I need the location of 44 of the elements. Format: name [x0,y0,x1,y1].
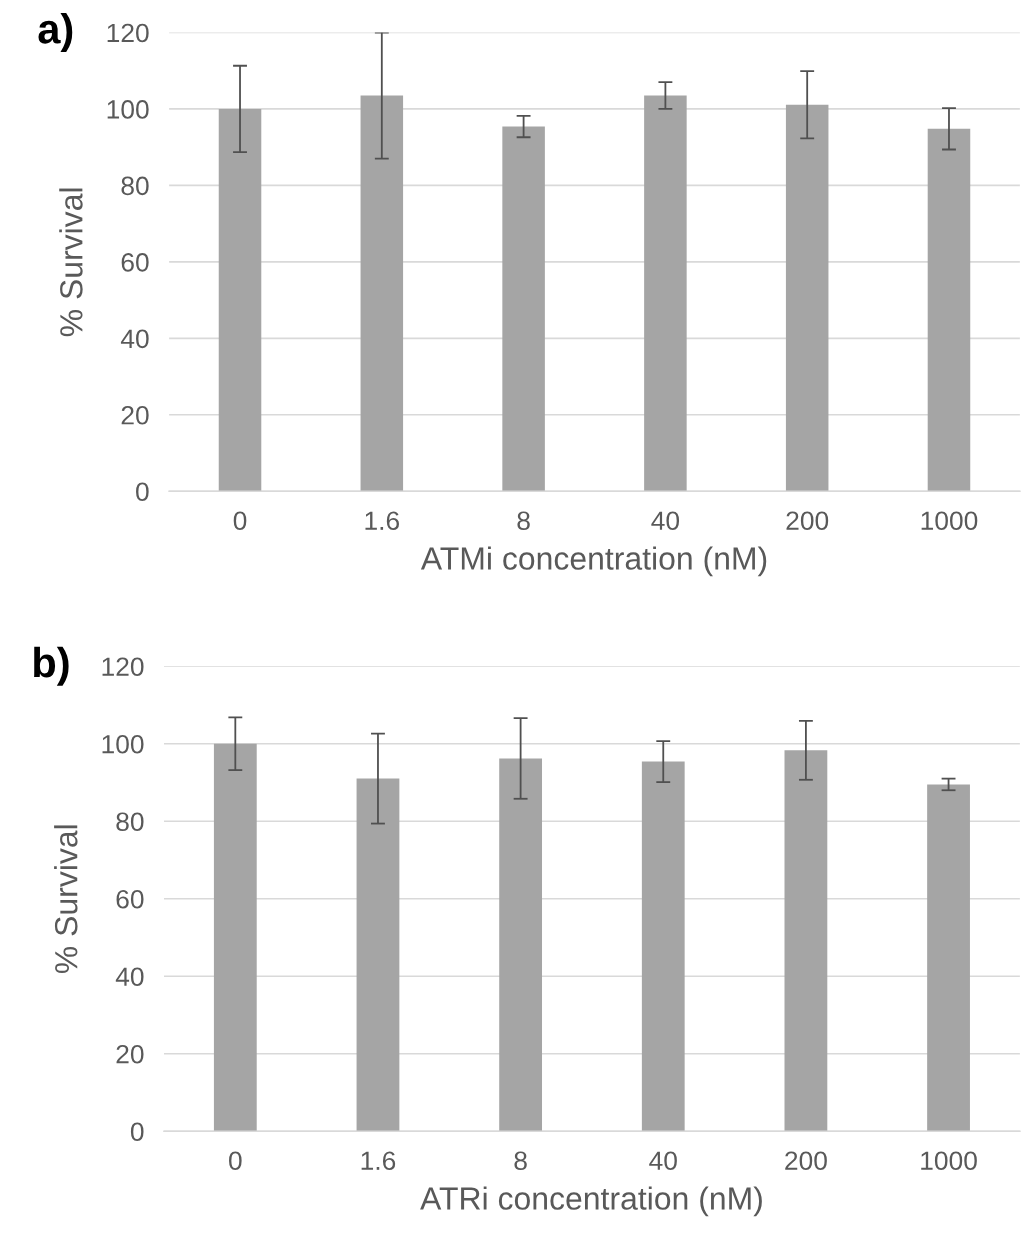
y-tick-label: 20 [116,1044,144,1064]
bar [927,128,971,492]
x-axis-title: ATMi concentration (nM) [420,546,767,577]
y-tick-label: 20 [121,405,149,425]
bar [644,95,687,492]
y-tick-label: 120 [107,23,149,43]
bar [927,784,970,1132]
y-tick-label: 0 [130,1122,144,1142]
y-tick-label: 0 [136,482,149,502]
x-tick-label: 0 [229,1151,242,1171]
bar [499,758,543,1132]
bar [502,126,545,492]
y-tick-label: 80 [121,176,149,196]
bar [785,104,829,492]
bar [218,108,262,492]
y-tick-label: 120 [102,657,144,677]
x-tick-label: 200 [786,511,829,531]
x-tick-label: 0 [233,511,247,531]
x-tick-label: 1.6 [365,511,399,531]
y-tick-label: 40 [120,329,149,349]
bar [356,778,400,1132]
x-tick-label: 200 [785,1151,827,1171]
x-tick-label: 8 [517,511,530,531]
x-axis-title: ATRi concentration (nM) [420,1186,762,1217]
x-tick-label: 40 [651,511,680,531]
y-tick-label: 60 [121,253,149,272]
bar [641,761,685,1132]
chart-title: a) [38,13,73,52]
bar [360,95,404,492]
chart-title: b) [34,646,69,686]
y-tick-label: 80 [116,812,144,832]
y-axis-title: % Survival [59,188,83,337]
x-tick-label: 8 [514,1151,527,1171]
y-tick-label: 40 [115,967,144,987]
y-tick-label: 100 [107,100,149,119]
x-tick-label: 1000 [921,511,978,531]
x-tick-label: 40 [649,1151,677,1171]
bar [213,743,257,1132]
y-axis-title: % Survival [54,825,78,974]
x-tick-label: 1.6 [361,1151,396,1171]
y-tick-label: 60 [116,889,144,909]
x-tick-label: 1000 [921,1151,977,1171]
bar [784,750,828,1132]
y-tick-label: 100 [102,734,144,754]
